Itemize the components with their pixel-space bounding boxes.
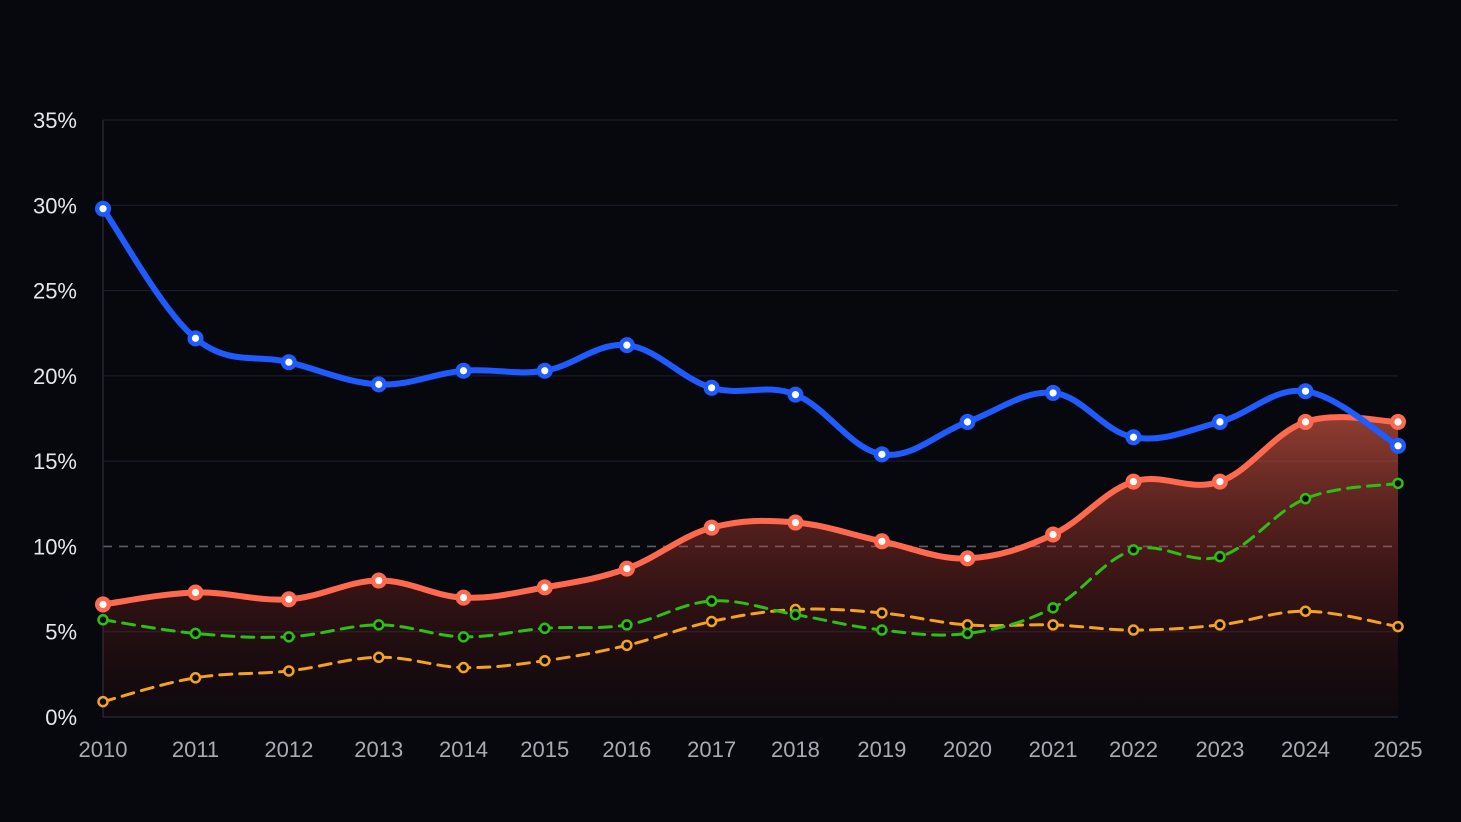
point-center-series-a xyxy=(541,367,549,375)
y-tick-label: 30% xyxy=(33,193,77,218)
point-series-d xyxy=(189,672,202,684)
point-center-series-b xyxy=(99,600,107,609)
point-series-c xyxy=(789,608,802,621)
point-series-c xyxy=(961,627,974,640)
point-center-series-a xyxy=(1049,389,1057,397)
x-tick-label: 2024 xyxy=(1281,737,1330,762)
x-tick-label: 2010 xyxy=(79,737,128,762)
point-center-series-b xyxy=(541,583,549,591)
point-center-series-a xyxy=(1301,387,1310,395)
point-series-c xyxy=(1299,492,1312,505)
point-series-d xyxy=(705,615,718,628)
point-series-d xyxy=(1127,624,1140,636)
point-series-c xyxy=(373,619,385,631)
point-center-series-a xyxy=(1216,418,1224,426)
point-series-c xyxy=(876,624,888,636)
point-center-series-b xyxy=(1129,478,1138,486)
point-center-series-a xyxy=(878,450,886,458)
x-tick-label: 2025 xyxy=(1374,737,1423,762)
x-tick-label: 2013 xyxy=(354,737,403,762)
area-series-b xyxy=(103,417,1398,717)
point-center-series-b xyxy=(191,588,200,597)
point-series-c xyxy=(1392,477,1404,490)
x-tick-label: 2021 xyxy=(1029,737,1078,762)
point-center-series-a xyxy=(285,358,293,366)
point-series-d xyxy=(1299,605,1312,617)
point-center-series-b xyxy=(1394,418,1402,426)
point-series-c xyxy=(189,627,202,640)
point-series-c xyxy=(705,595,718,607)
line-series-a xyxy=(100,205,1401,458)
point-series-c xyxy=(1214,550,1226,563)
x-tick-label: 2020 xyxy=(943,737,992,762)
y-tick-label: 20% xyxy=(33,364,77,389)
y-tick-label: 15% xyxy=(33,449,77,474)
point-center-series-b xyxy=(707,524,716,532)
y-tick-label: 10% xyxy=(33,534,77,559)
point-center-series-b xyxy=(963,554,972,562)
line-series-c xyxy=(101,481,1400,639)
point-center-series-b xyxy=(285,595,293,603)
point-series-c xyxy=(457,631,470,643)
line-series-d xyxy=(101,607,1400,704)
x-tick-label: 2017 xyxy=(687,737,736,762)
y-axis: 0% 5% 10% 15% 20% 25% 30% 35% xyxy=(33,108,77,730)
point-series-d xyxy=(876,607,888,619)
point-center-series-a xyxy=(459,367,468,375)
line-series-b xyxy=(100,414,1401,608)
point-center-series-b xyxy=(1216,478,1224,486)
point-center-series-b xyxy=(878,537,886,545)
point-center-series-b xyxy=(375,576,383,585)
point-series-d xyxy=(1392,620,1404,633)
point-series-d xyxy=(1214,619,1226,631)
x-axis: 2010 2011 2012 2013 2014 2015 2016 2017 2018 2019… xyxy=(79,737,1423,762)
point-center-series-a xyxy=(1394,442,1402,450)
point-series-d xyxy=(373,651,385,664)
x-tick-label: 2015 xyxy=(520,737,569,762)
point-center-series-a xyxy=(1129,433,1138,441)
point-center-series-a xyxy=(791,391,800,399)
x-tick-label: 2012 xyxy=(264,737,313,762)
point-series-c xyxy=(1047,602,1059,614)
point-series-c xyxy=(283,631,295,643)
point-series-c xyxy=(621,619,633,631)
area-layer xyxy=(103,417,1398,717)
point-series-d xyxy=(283,665,295,677)
point-series-d xyxy=(539,654,551,667)
point-center-series-b xyxy=(1301,418,1310,426)
point-center-series-a xyxy=(191,334,200,342)
point-center-series-a xyxy=(963,418,972,426)
point-series-c xyxy=(1127,544,1140,556)
point-center-series-a xyxy=(707,384,716,392)
point-center-series-a xyxy=(99,205,107,213)
point-layer xyxy=(95,200,1406,708)
point-series-d xyxy=(457,661,470,674)
point-series-c xyxy=(539,622,551,635)
x-tick-label: 2022 xyxy=(1109,737,1158,762)
x-tick-label: 2018 xyxy=(771,737,820,762)
point-series-d xyxy=(621,639,633,652)
y-tick-label: 0% xyxy=(45,705,77,730)
point-center-series-b xyxy=(1049,530,1057,539)
point-center-series-b xyxy=(791,518,800,527)
y-tick-label: 35% xyxy=(33,108,77,133)
point-center-series-a xyxy=(623,341,631,349)
x-tick-label: 2023 xyxy=(1195,737,1244,762)
x-tick-label: 2016 xyxy=(602,737,651,762)
x-tick-label: 2019 xyxy=(857,737,906,762)
point-series-d xyxy=(1047,619,1059,631)
point-center-series-a xyxy=(375,380,383,388)
line-layer xyxy=(100,205,1401,704)
point-center-series-b xyxy=(623,565,631,573)
x-tick-label: 2014 xyxy=(439,737,488,762)
y-tick-label: 5% xyxy=(45,620,77,645)
x-tick-label: 2011 xyxy=(172,737,219,762)
point-series-c xyxy=(97,614,109,626)
point-series-d xyxy=(97,695,109,708)
y-tick-label: 25% xyxy=(33,279,77,304)
point-center-series-b xyxy=(459,594,468,602)
